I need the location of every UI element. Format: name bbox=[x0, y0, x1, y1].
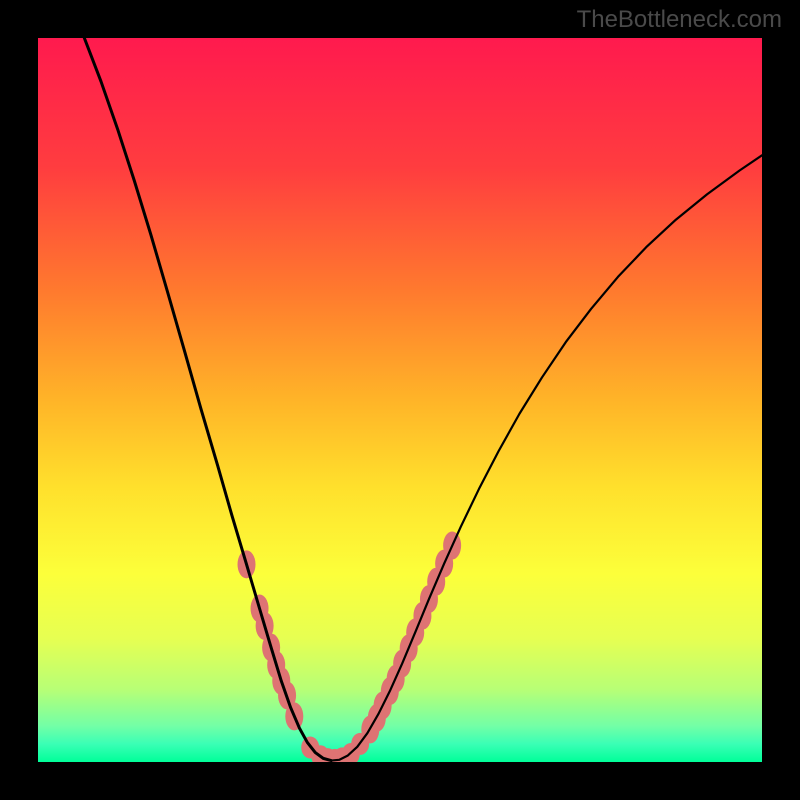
curve-layer bbox=[38, 38, 762, 762]
curve-path bbox=[84, 38, 331, 761]
watermark-text: TheBottleneck.com bbox=[577, 6, 782, 34]
plot-area bbox=[38, 38, 762, 762]
chart-container: TheBottleneck.com bbox=[0, 0, 800, 800]
